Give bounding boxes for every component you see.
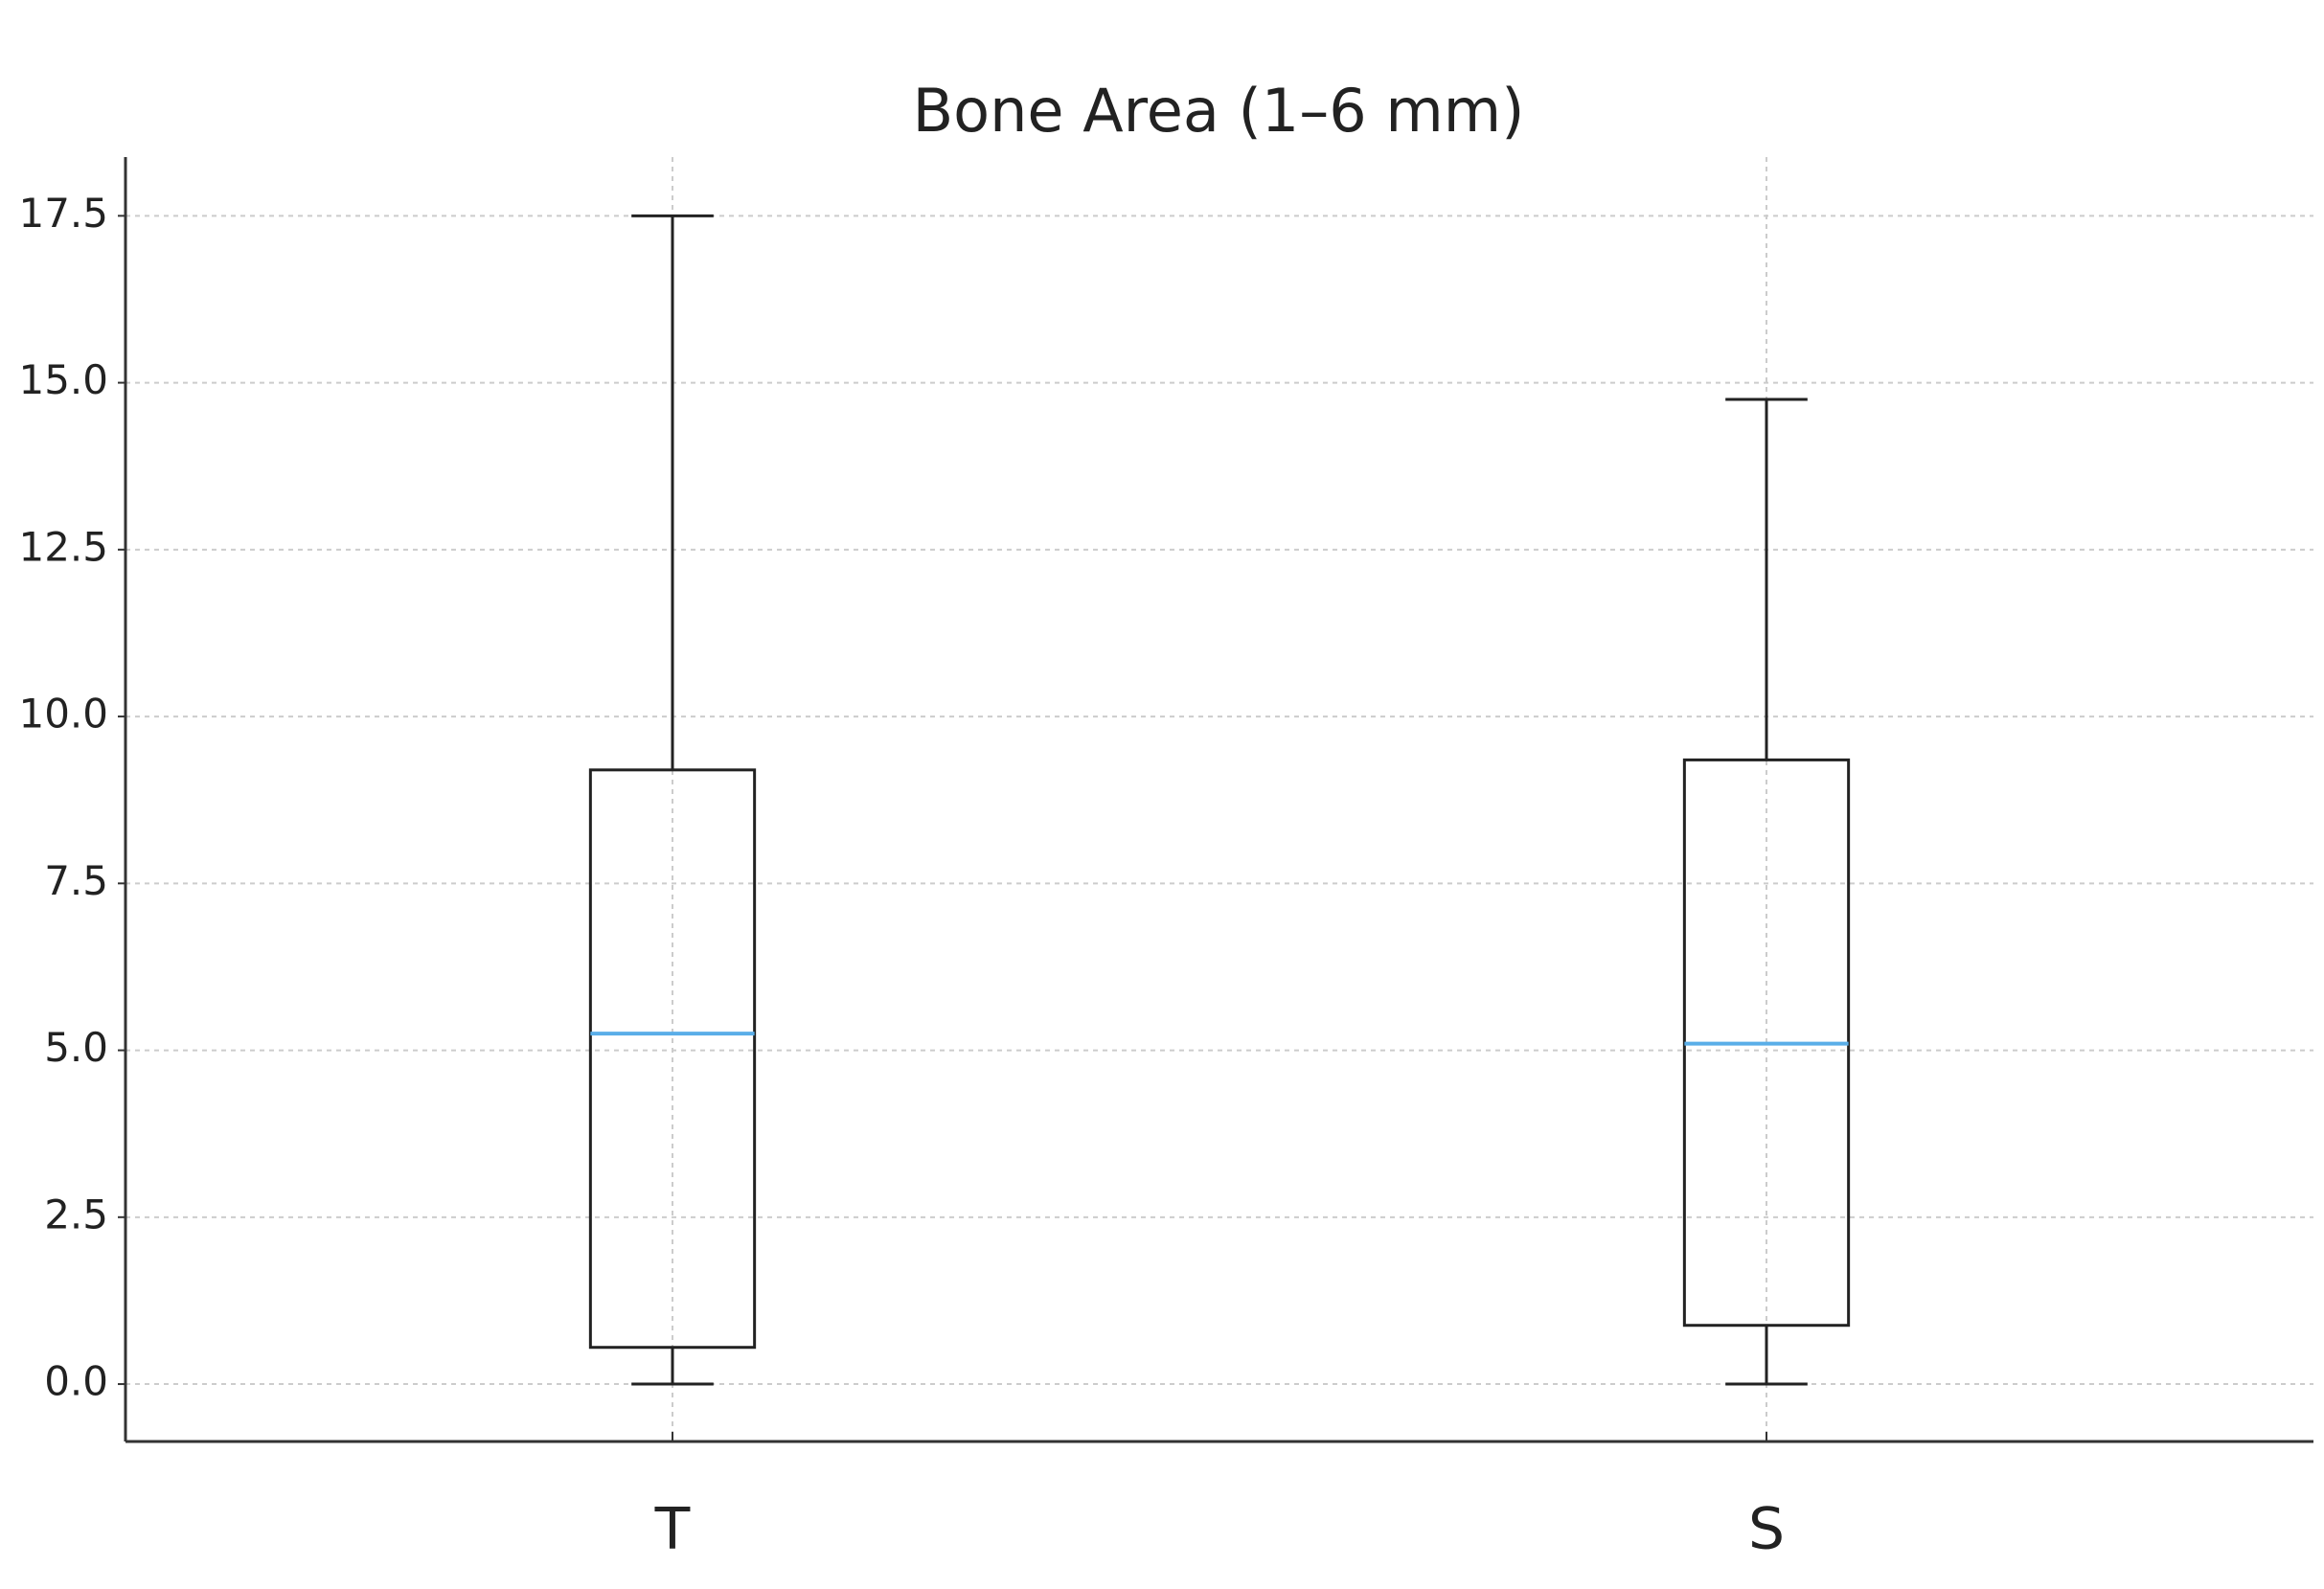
box <box>588 768 757 1350</box>
y-tick-label: 17.5 <box>18 190 108 237</box>
x-tick-label: S <box>1748 1496 1785 1563</box>
x-tick-label: T <box>654 1496 691 1563</box>
y-tick-label: 5.0 <box>44 1024 108 1071</box>
y-tick-label: 15.0 <box>18 356 108 403</box>
y-tick-label: 7.5 <box>44 857 108 904</box>
y-tick-label: 12.5 <box>18 523 108 570</box>
chart-title: Bone Area (1–6 mm) <box>913 76 1525 146</box>
y-tick-label: 10.0 <box>18 691 108 738</box>
y-tick-label: 2.5 <box>44 1191 108 1237</box>
y-tick-label: 0.0 <box>44 1358 108 1405</box>
